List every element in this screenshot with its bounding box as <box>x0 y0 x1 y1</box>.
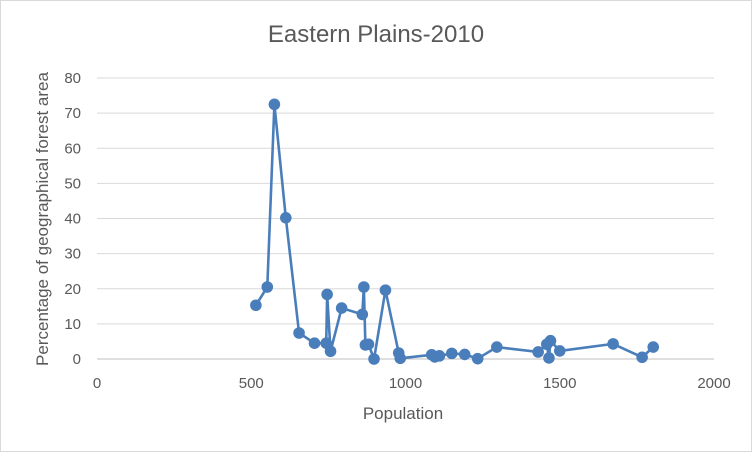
data-point <box>335 302 348 314</box>
data-point <box>491 341 503 353</box>
data-point <box>280 211 292 224</box>
data-point <box>471 352 484 365</box>
data-point <box>647 341 660 353</box>
y-tick-label: 80 <box>64 70 81 87</box>
data-point <box>607 338 619 350</box>
data-point <box>379 284 392 296</box>
data-point <box>636 351 648 364</box>
data-point <box>261 281 274 293</box>
y-tick-label: 0 <box>73 351 81 368</box>
x-tick-label: 2000 <box>697 375 730 392</box>
data-point <box>293 327 305 339</box>
data-point <box>368 353 380 365</box>
data-point <box>362 338 375 351</box>
y-tick-label: 70 <box>64 105 81 122</box>
data-point <box>433 350 446 362</box>
data-point <box>445 347 458 360</box>
x-tick-label: 1500 <box>543 375 576 392</box>
y-tick-label: 60 <box>64 140 81 157</box>
x-axis-ticks: 0 500 1000 1500 2000 <box>93 375 731 392</box>
x-tick-label: 500 <box>239 375 264 392</box>
data-point <box>308 337 321 349</box>
data-point <box>544 334 557 347</box>
y-tick-label: 20 <box>64 281 81 298</box>
y-tick-label: 50 <box>64 175 81 192</box>
series-group <box>250 98 660 365</box>
data-point <box>321 288 333 301</box>
y-tick-label: 30 <box>64 246 81 263</box>
y-tick-label: 10 <box>64 316 81 333</box>
y-axis-ticks: 0 10 20 30 40 50 60 70 80 <box>64 70 81 368</box>
data-point <box>532 346 544 358</box>
data-point <box>268 98 281 111</box>
data-point <box>324 345 337 358</box>
data-point <box>250 299 262 312</box>
data-point <box>358 281 370 293</box>
data-point <box>543 352 555 364</box>
data-point <box>458 348 471 361</box>
series-line <box>254 103 655 361</box>
data-point <box>394 352 407 365</box>
y-tick-label: 40 <box>64 211 81 228</box>
chart-title: Eastern Plains-2010 <box>267 21 485 48</box>
data-point <box>356 308 369 321</box>
gridlines <box>97 77 714 360</box>
x-axis-title: Population <box>363 404 443 423</box>
x-tick-label: 0 <box>93 375 101 392</box>
x-tick-label: 1000 <box>389 375 422 392</box>
data-point <box>553 345 566 357</box>
y-axis-title: Percentage of geographical forest area <box>33 72 52 366</box>
